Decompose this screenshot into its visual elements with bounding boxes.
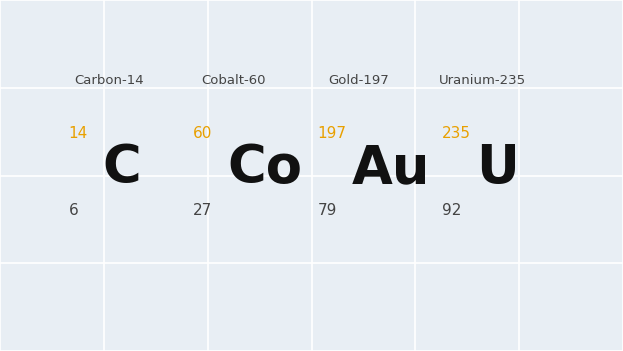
Text: 27: 27	[193, 203, 212, 218]
Text: 235: 235	[442, 126, 472, 141]
Text: C: C	[103, 143, 141, 194]
Text: Gold-197: Gold-197	[328, 74, 389, 87]
Text: Cobalt-60: Cobalt-60	[201, 74, 266, 87]
Text: Co: Co	[227, 143, 302, 194]
Text: 197: 197	[318, 126, 347, 141]
Text: Carbon-14: Carbon-14	[74, 74, 144, 87]
Text: Au: Au	[352, 143, 430, 194]
Text: 60: 60	[193, 126, 212, 141]
Text: 6: 6	[69, 203, 78, 218]
Text: Uranium-235: Uranium-235	[439, 74, 526, 87]
Text: 79: 79	[318, 203, 337, 218]
Text: 92: 92	[442, 203, 462, 218]
Text: U: U	[477, 143, 520, 194]
Text: 14: 14	[69, 126, 88, 141]
